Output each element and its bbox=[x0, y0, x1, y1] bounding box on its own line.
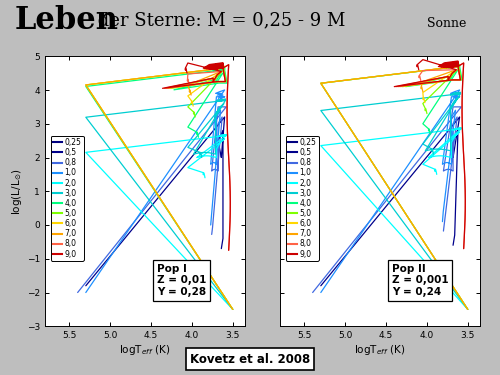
Text: Leben: Leben bbox=[15, 5, 119, 36]
Text: Kovetz et al. 2008: Kovetz et al. 2008 bbox=[190, 352, 310, 366]
Text: Pop I
Z = 0,01
Y = 0,28: Pop I Z = 0,01 Y = 0,28 bbox=[157, 264, 206, 297]
Y-axis label: log(L/L$_{\odot}$): log(L/L$_{\odot}$) bbox=[10, 168, 24, 214]
Legend: 0,25, 0,5, 0,8, 1,0, 2,0, 3,0, 4,0, 5,0, 6,0, 7,0, 8,0, 9,0: 0,25, 0,5, 0,8, 1,0, 2,0, 3,0, 4,0, 5,0,… bbox=[51, 136, 84, 261]
Legend: 0,25, 0,5, 0,8, 1,0, 2,0, 3,0, 4,0, 5,0, 6,0, 7,0, 8,0, 9,0: 0,25, 0,5, 0,8, 1,0, 2,0, 3,0, 4,0, 5,0,… bbox=[286, 136, 318, 261]
X-axis label: logT$_{eff}$ (K): logT$_{eff}$ (K) bbox=[120, 343, 170, 357]
Text: der Sterne: M = 0,25 - 9 M: der Sterne: M = 0,25 - 9 M bbox=[92, 12, 346, 30]
X-axis label: logT$_{eff}$ (K): logT$_{eff}$ (K) bbox=[354, 343, 406, 357]
Text: Pop II
Z = 0,001
Y = 0,24: Pop II Z = 0,001 Y = 0,24 bbox=[392, 264, 448, 297]
Text: Sonne: Sonne bbox=[428, 17, 467, 30]
